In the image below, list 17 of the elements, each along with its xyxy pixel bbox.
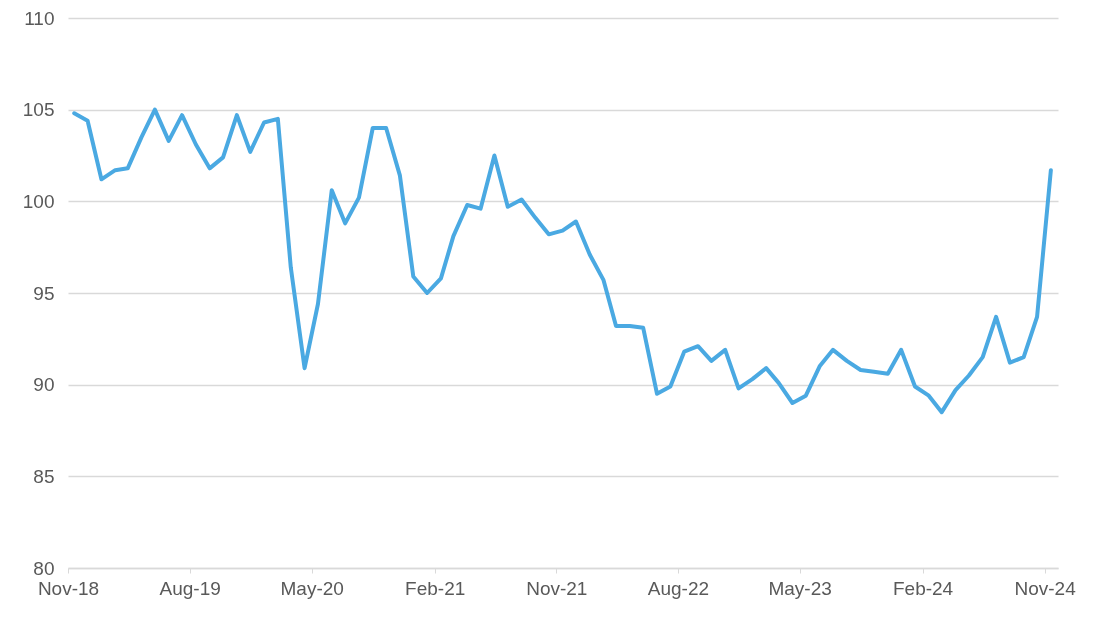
y-tick-label: 110 [24,7,55,29]
line-series [72,107,1053,415]
x-tick-label: Nov-18 [37,577,100,599]
y-tick-label: 105 [22,99,55,121]
x-tick-label: Nov-24 [1014,577,1077,599]
y-tick-label: 85 [33,465,55,487]
x-tick-label: May-20 [280,577,344,599]
x-tick-label: May-23 [768,577,832,599]
y-tick-label: 90 [33,374,55,396]
x-tick-label: Feb-24 [892,577,954,599]
x-tick-label: Aug-22 [647,577,710,599]
y-tick-label: 95 [33,282,55,304]
x-tick-label: Aug-19 [159,577,221,599]
x-tick-label: Nov-21 [526,577,588,599]
y-tick-label: 100 [22,190,55,212]
y-tick-label: 80 [33,557,55,579]
x-tick-label: Feb-21 [405,577,466,599]
